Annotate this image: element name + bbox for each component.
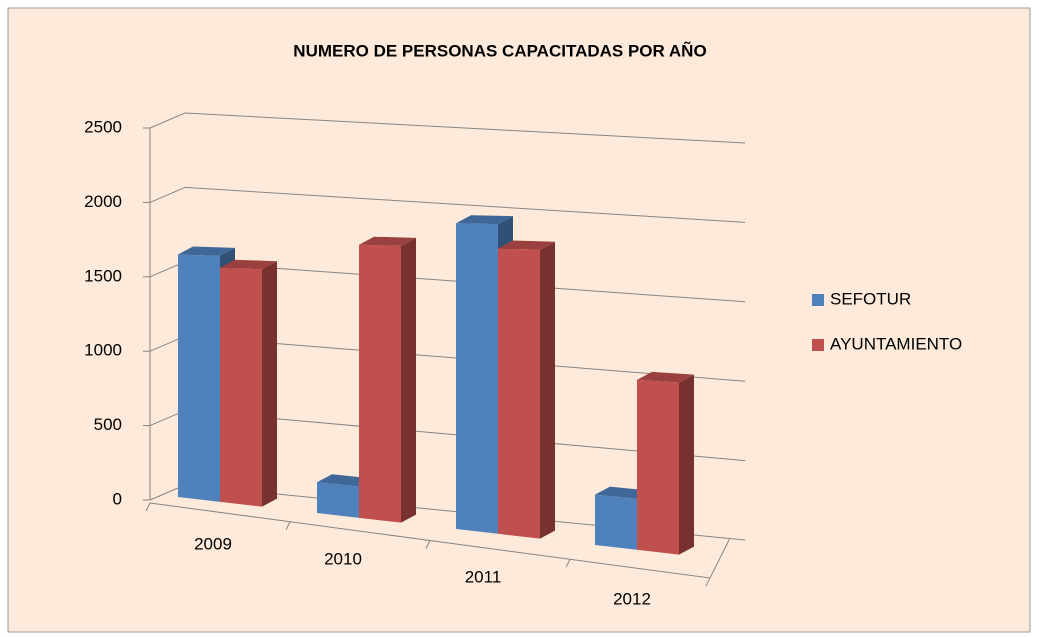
legend-label: AYUNTAMIENTO (830, 334, 962, 353)
y-tick-label: 0 (113, 489, 122, 508)
y-tick-label: 1000 (84, 341, 122, 360)
bar-front (359, 244, 401, 523)
bar-front (637, 379, 679, 555)
grid-line (149, 186, 746, 223)
bar-top (498, 240, 555, 250)
bar-front (498, 248, 540, 539)
legend-label: SEFOTUR (830, 289, 911, 308)
legend-swatch (812, 294, 824, 306)
bar-top (178, 246, 235, 256)
bar-side (401, 237, 416, 523)
x-tick (285, 521, 291, 530)
bar-top (359, 236, 416, 246)
bar (359, 236, 416, 523)
x-tick-label: 2009 (194, 534, 232, 553)
bar (498, 240, 555, 539)
y-tick-label: 2000 (84, 192, 122, 211)
bar-side (540, 241, 555, 539)
bar-front (220, 267, 262, 507)
grid-line (149, 112, 746, 144)
y-tick-label: 1500 (84, 266, 122, 285)
bar (220, 259, 277, 507)
legend-swatch (812, 339, 824, 351)
x-tick-label: 2011 (465, 567, 502, 586)
x-axis (149, 502, 731, 579)
x-tick (565, 559, 571, 568)
bar-top (456, 215, 513, 225)
x-tick-label: 2012 (613, 589, 651, 608)
y-tick-label: 2500 (84, 117, 122, 136)
bar-front (178, 254, 220, 502)
bar-front (456, 223, 498, 534)
y-tick-label: 500 (94, 415, 122, 434)
bar-front (317, 482, 359, 518)
x-tick-label: 2010 (324, 549, 362, 568)
bar-top (220, 259, 277, 270)
bar-side (262, 261, 277, 507)
x-tick (425, 540, 431, 549)
bar-side (679, 374, 694, 555)
bar-front (595, 494, 637, 550)
chart-title: NUMERO DE PERSONAS CAPACITADAS POR AÑO (293, 40, 706, 60)
x-tick (145, 502, 151, 512)
bar (637, 371, 694, 555)
x-tick (705, 577, 711, 587)
bar-top (637, 371, 694, 383)
